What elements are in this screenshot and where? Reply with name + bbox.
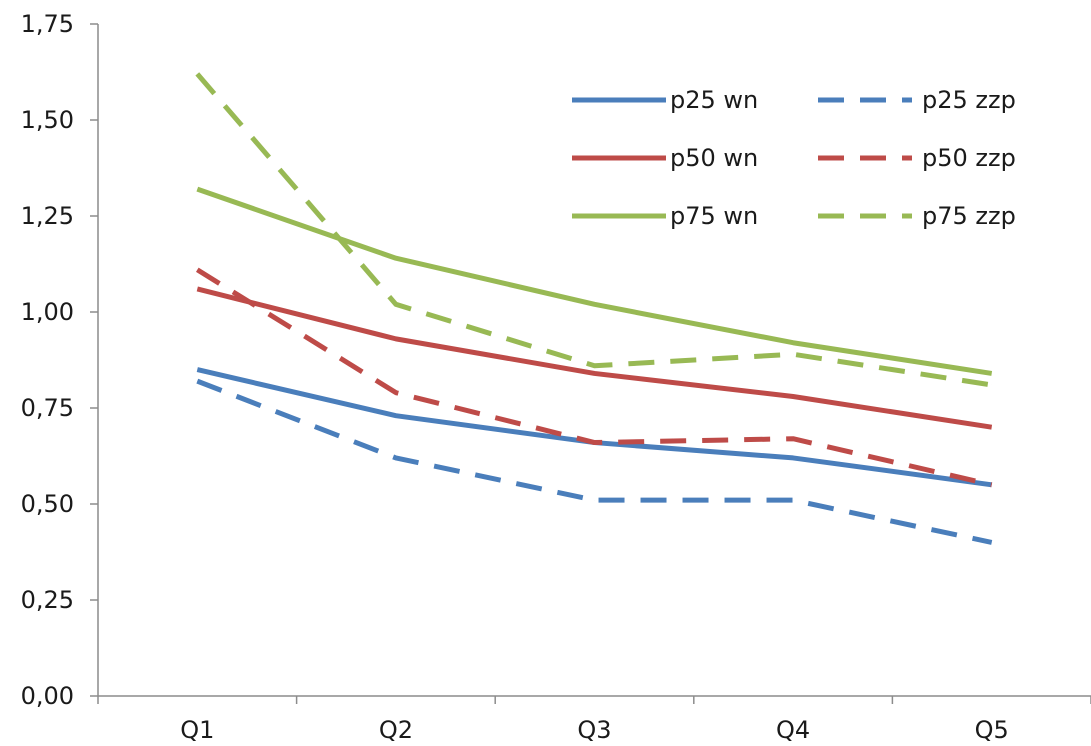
axes [90,23,1091,704]
series-p50-wn [196,286,993,430]
legend-item-p25-zzp: p25 zzp [818,86,1016,114]
series-line-p50-wn [196,286,993,430]
y-tick-label: 0,75 [21,394,74,422]
series-p75-zzp [195,72,993,388]
series-p50-zzp [195,267,993,488]
x-axis-ticks [97,696,1091,704]
legend-item-p25-wn: p25 wn [572,86,758,114]
x-tick-label: Q1 [180,716,214,744]
legend-item-p50-zzp: p50 zzp [818,144,1016,172]
series-p75-wn [196,186,993,376]
legend-label: p50 wn [670,144,758,172]
y-tick-label: 0,00 [21,682,74,710]
series-lines [195,72,993,545]
y-tick-label: 1,75 [21,10,74,38]
y-tick-label: 0,25 [21,586,74,614]
y-tick-label: 1,50 [21,106,74,134]
y-axis-ticks [90,23,98,697]
x-tick-label: Q3 [577,716,611,744]
legend-label: p25 wn [670,86,758,114]
series-line-p25-zzp [196,378,993,545]
legend-label: p75 zzp [922,202,1016,230]
y-tick-label: 0,50 [21,490,74,518]
legend-item-p75-zzp: p75 zzp [818,202,1016,230]
legend-label: p75 wn [670,202,758,230]
x-tick-label: Q2 [379,716,413,744]
legend-label: p25 zzp [922,86,1016,114]
x-tick-label: Q5 [975,716,1009,744]
y-tick-label: 1,00 [21,298,74,326]
x-axis-tick-labels: Q1 Q2 Q3 Q4 Q5 [180,716,1009,744]
y-tick-label: 1,25 [21,202,74,230]
legend-item-p50-wn: p50 wn [572,144,758,172]
x-tick-label: Q4 [776,716,810,744]
series-p25-zzp [196,378,993,545]
legend-item-p75-wn: p75 wn [572,202,758,230]
legend-label: p50 zzp [922,144,1016,172]
legend: p25 wn p25 zzp p50 wn p50 zzp p75 wn p75 zzp [572,86,1016,230]
y-axis-tick-labels: 0,00 0,25 0,50 0,75 1,00 1,25 1,50 1,75 [21,10,74,710]
